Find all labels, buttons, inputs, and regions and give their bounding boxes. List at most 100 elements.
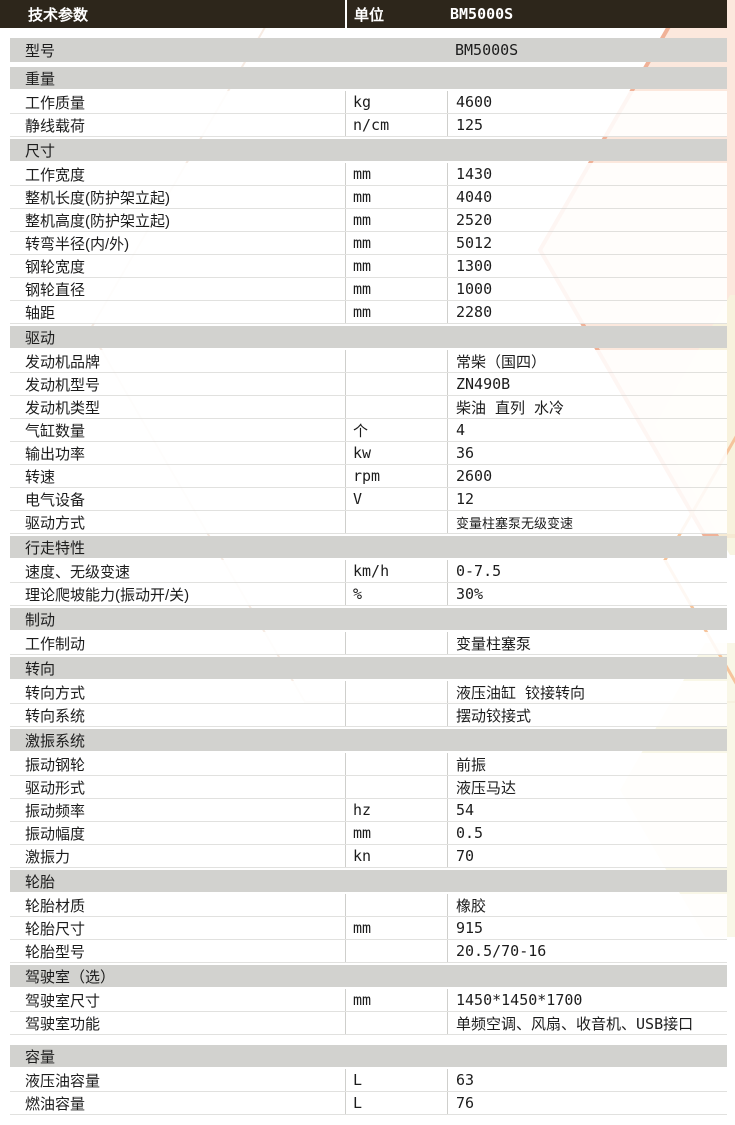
spec-row: 静线载荷 n/cm 125 [10,114,727,137]
section-title: 重量 [10,67,727,89]
spec-value: 70 [447,845,727,867]
spec-row: 转向系统 摆动铰接式 [10,704,727,727]
spec-unit: kg [345,91,447,113]
spec-row: 钢轮宽度 mm 1300 [10,255,727,278]
spec-unit [345,350,447,372]
spec-unit: L [345,1069,447,1091]
spec-row: 整机高度(防护架立起) mm 2520 [10,209,727,232]
spec-value: 液压马达 [447,776,727,798]
spec-unit [345,776,447,798]
spec-value: 1000 [447,278,727,300]
spec-value: 915 [447,917,727,939]
spec-row: 驾驶室功能 单频空调、风扇、收音机、USB接口 [10,1012,727,1035]
spec-label: 工作宽度 [25,166,86,184]
spec-value: ZN490B [447,373,727,395]
model-label: 型号 [25,42,56,60]
spec-label: 电气设备 [25,491,86,509]
spec-label: 转向方式 [25,684,86,702]
spec-row: 速度、无级变速 km/h 0-7.5 [10,560,727,583]
spec-unit [345,1012,447,1034]
spec-section: 转向 转向方式 液压油缸 铰接转向 转向系统 摆动铰接式 [10,657,727,727]
spec-unit: mm [345,278,447,300]
spec-label: 液压油容量 [25,1072,101,1090]
table-title: 技术参数 [28,6,89,24]
spec-label: 激振力 [25,848,71,866]
spec-label: 发动机类型 [25,399,101,417]
spec-row: 振动频率 hz 54 [10,799,727,822]
spec-value: 63 [447,1069,727,1091]
spec-unit [345,681,447,703]
spec-row: 燃油容量 L 76 [10,1092,727,1115]
spec-label: 燃油容量 [25,1095,86,1113]
spec-unit: kn [345,845,447,867]
spec-section: 重量 工作质量 kg 4600 静线载荷 n/cm 125 [10,67,727,137]
spec-value: 单频空调、风扇、收音机、USB接口 [447,1012,727,1034]
spec-row: 驱动方式 变量柱塞泵无级变速 [10,511,727,534]
spec-unit: mm [345,822,447,844]
spec-label: 转向系统 [25,707,86,725]
sections-container: 重量 工作质量 kg 4600 静线载荷 n/cm 125 尺寸 工作宽度 mm 1430 整机长度(… [10,67,727,1115]
spec-value: 20.5/70-16 [447,940,727,962]
spec-value: 2600 [447,465,727,487]
spec-label: 整机高度(防护架立起) [25,212,170,230]
spec-label: 钢轮直径 [25,281,86,299]
spec-row: 轴距 mm 2280 [10,301,727,324]
spec-unit: km/h [345,560,447,582]
spec-value: 前振 [447,753,727,775]
spec-unit: mm [345,989,447,1011]
spec-value: 5012 [447,232,727,254]
spec-row: 电气设备 V 12 [10,488,727,511]
spec-value: 摆动铰接式 [447,704,727,726]
spec-row: 钢轮直径 mm 1000 [10,278,727,301]
section-title: 驾驶室（选） [10,965,727,987]
spec-value: 4600 [447,91,727,113]
spec-section: 制动 工作制动 变量柱塞泵 [10,608,727,655]
spec-label: 轮胎材质 [25,897,86,915]
spec-value: 橡胶 [447,894,727,916]
spec-value: 1450*1450*1700 [447,989,727,1011]
section-title: 行走特性 [10,536,727,558]
spec-unit [345,894,447,916]
section-title: 驱动 [10,326,727,348]
spec-unit: mm [345,163,447,185]
spec-value: 36 [447,442,727,464]
spec-unit: mm [345,209,447,231]
spec-value: 12 [447,488,727,510]
spec-value: 柴油 直列 水冷 [447,396,727,418]
spec-row: 输出功率 kw 36 [10,442,727,465]
spec-section: 轮胎 轮胎材质 橡胶 轮胎尺寸 mm 915 轮胎型号 20.5/70-16 [10,870,727,963]
spec-label: 振动钢轮 [25,756,86,774]
section-title: 容量 [10,1045,727,1067]
spec-row: 工作制动 变量柱塞泵 [10,632,727,655]
spec-unit: % [345,583,447,605]
spec-row: 整机长度(防护架立起) mm 4040 [10,186,727,209]
spec-unit [345,753,447,775]
table-header-row: 技术参数 单位 BM5000S [0,0,727,28]
spec-unit [345,373,447,395]
spec-row: 驱动形式 液压马达 [10,776,727,799]
spec-value: 2520 [447,209,727,231]
spec-row: 发动机品牌 常柴（国四） [10,350,727,373]
spec-section: 驾驶室（选） 驾驶室尺寸 mm 1450*1450*1700 驾驶室功能 单频空调、风扇、… [10,965,727,1035]
spec-label: 轮胎型号 [25,943,86,961]
spec-section: 容量液压油容量 L 63 燃油容量 L 76 [10,1045,727,1115]
spec-value: 4 [447,419,727,441]
spec-value: 0.5 [447,822,727,844]
spec-table-body: 型号 BM5000S 重量 工作质量 kg 4600 静线载荷 n/cm 125 尺寸 工作宽度… [0,38,727,1115]
spec-unit: rpm [345,465,447,487]
spec-label: 驱动方式 [25,514,86,532]
spec-unit: n/cm [345,114,447,136]
spec-label: 发动机品牌 [25,353,101,371]
spec-value: 4040 [447,186,727,208]
spec-unit: 个 [345,419,447,441]
spec-label: 输出功率 [25,445,86,463]
spec-value: 0-7.5 [447,560,727,582]
spec-value: 125 [447,114,727,136]
spec-unit: V [345,488,447,510]
spec-row: 轮胎型号 20.5/70-16 [10,940,727,963]
spec-unit [345,396,447,418]
spec-row: 理论爬坡能力(振动开/关)% 30% [10,583,727,606]
spec-row: 轮胎尺寸 mm 915 [10,917,727,940]
spec-label: 转速 [25,468,56,486]
